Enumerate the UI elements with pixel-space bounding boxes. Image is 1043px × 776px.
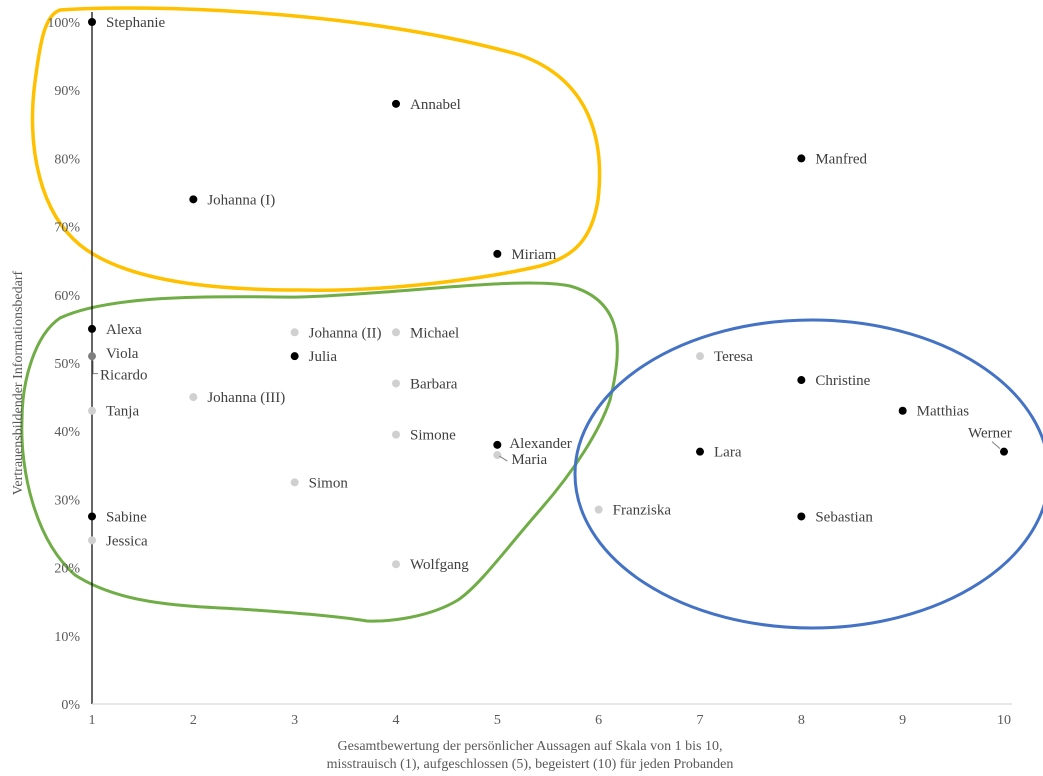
point-label: Julia (309, 349, 338, 365)
data-point (88, 512, 96, 521)
point-labels: Stephanie Annabel Manfred Johanna (I) Miriam… (92, 15, 1012, 573)
point-label: Ricardo (100, 368, 147, 384)
y-axis-title: Vertrauensbildender Informationsbedarf (11, 271, 26, 496)
axes (91, 12, 1012, 705)
data-point (696, 352, 704, 361)
data-point (392, 99, 400, 108)
y-tick-label: 20% (54, 562, 80, 577)
point-label: Lara (714, 445, 742, 461)
x-tick-label: 1 (89, 713, 96, 728)
data-point (797, 376, 806, 385)
point-label: Simone (410, 428, 456, 444)
point-label: Franziska (613, 503, 672, 519)
x-tick-label: 7 (697, 713, 704, 728)
point-label: Annabel (410, 97, 461, 113)
x-tick-label: 8 (798, 713, 805, 728)
data-point (493, 440, 502, 449)
point-label: Maria (511, 452, 547, 468)
x-axis-title: Gesamtbewertung der persönlicher Aussage… (338, 739, 723, 754)
data-point (290, 328, 299, 337)
point-label: Alexander (509, 436, 571, 452)
point-label: Wolfgang (410, 557, 469, 573)
point-label: Johanna (II) (309, 325, 382, 341)
data-point (88, 536, 96, 545)
y-tick-label: 90% (54, 84, 80, 99)
point-label: Michael (410, 325, 459, 341)
data-point (189, 393, 198, 402)
data-point (189, 195, 198, 204)
point-label: Alexa (106, 322, 142, 338)
y-tick-label: 40% (54, 425, 80, 440)
point-label: Viola (106, 346, 139, 362)
data-point (594, 505, 603, 514)
cluster-outlines (20, 6, 1043, 630)
data-point (797, 154, 806, 163)
x-axis-title: misstrauisch (1), aufgeschlossen (5), be… (327, 757, 734, 772)
point-label: Johanna (III) (207, 390, 285, 406)
cluster-outline-yellow (30, 6, 602, 292)
label-leader-line (92, 360, 98, 375)
data-point (290, 352, 299, 361)
data-point (898, 406, 907, 415)
point-label: Werner (968, 426, 1012, 442)
data-point (88, 352, 96, 361)
data-point (493, 451, 502, 460)
point-label: Teresa (714, 349, 753, 365)
point-label: Sebastian (815, 509, 873, 525)
data-point (392, 379, 400, 388)
point-label: Barbara (410, 376, 458, 392)
y-tick-label: 80% (54, 152, 80, 167)
x-tick-label: 9 (899, 713, 906, 728)
point-label: Stephanie (106, 15, 165, 31)
y-tick-label: 10% (54, 630, 80, 645)
point-label: Johanna (I) (207, 192, 275, 208)
data-point (88, 324, 96, 333)
data-point (88, 406, 96, 415)
label-leader-line (499, 455, 508, 462)
label-leader-line (991, 441, 1001, 450)
data-point (88, 18, 96, 26)
y-tick-label: 0% (61, 698, 80, 713)
x-tick-labels: 1 2 3 4 5 6 7 8 9 10 (89, 713, 1012, 728)
x-tick-label: 4 (393, 713, 400, 728)
axis-titles: Gesamtbewertung der persönlicher Aussage… (11, 271, 733, 772)
x-tick-label: 5 (494, 713, 501, 728)
data-point (493, 249, 502, 258)
data-points (88, 18, 1008, 569)
data-point (797, 512, 806, 521)
data-point (392, 328, 400, 337)
x-tick-label: 10 (997, 713, 1011, 728)
x-tick-label: 2 (190, 713, 197, 728)
data-point (392, 430, 400, 439)
data-point (696, 447, 704, 456)
y-tick-label: 100% (47, 16, 80, 31)
point-label: Sabine (106, 509, 147, 525)
point-label: Miriam (511, 247, 556, 263)
point-label: Simon (309, 475, 349, 491)
point-label: Jessica (106, 533, 148, 549)
y-tick-label: 70% (54, 221, 80, 236)
x-tick-label: 6 (595, 713, 602, 728)
y-tick-label: 30% (54, 493, 80, 508)
data-point (392, 560, 400, 569)
point-label: Matthias (917, 404, 970, 420)
y-tick-labels: 0% 10% 20% 30% 40% 50% 60% 70% 80% 90% 100% (47, 16, 80, 713)
cluster-outline-blue (573, 318, 1043, 630)
data-point (290, 478, 299, 487)
cluster-outline-green (20, 281, 619, 623)
point-label: Manfred (815, 151, 867, 167)
point-label: Tanja (106, 404, 139, 420)
data-point (1000, 447, 1008, 456)
x-tick-label: 3 (291, 713, 298, 728)
point-label: Christine (815, 373, 870, 389)
y-tick-label: 60% (54, 289, 80, 304)
y-tick-label: 50% (54, 357, 80, 372)
